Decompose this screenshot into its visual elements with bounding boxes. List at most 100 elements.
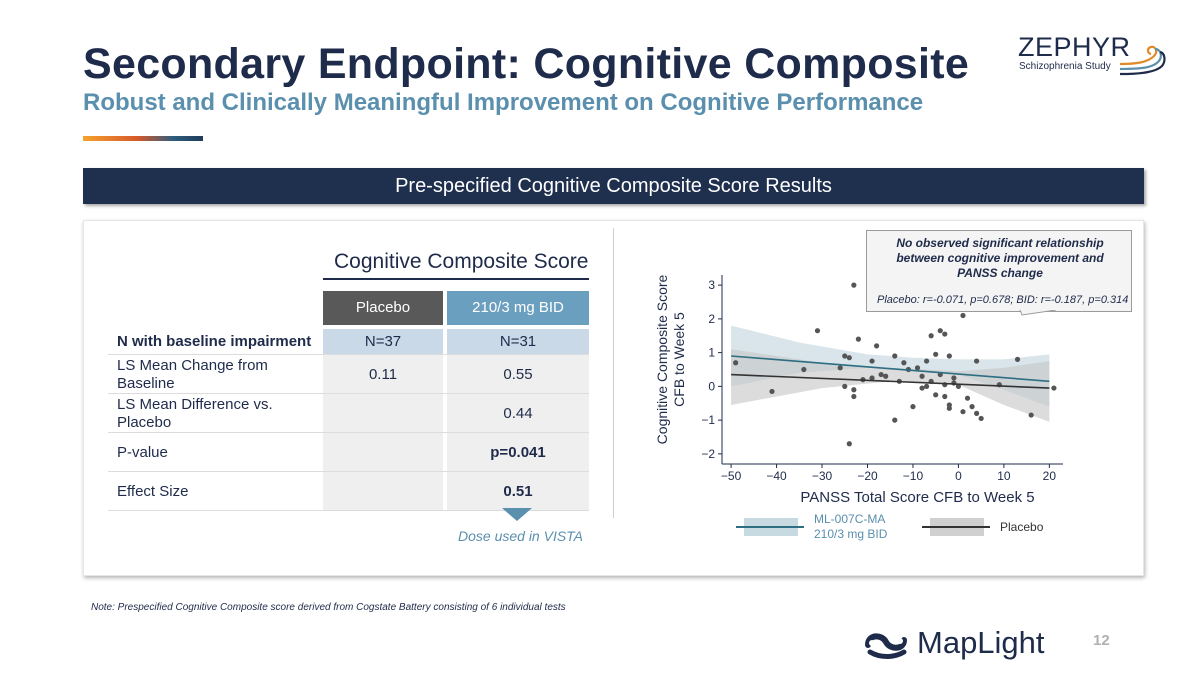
data-point [951, 375, 957, 381]
data-point [851, 387, 857, 393]
dose-pointer-arrow [502, 508, 532, 521]
fit-line [731, 355, 1050, 383]
data-point [946, 353, 952, 359]
data-point [946, 405, 952, 411]
x-tick-label: 10 [997, 469, 1011, 483]
callout-box: No observed significant relationship bet… [866, 230, 1132, 312]
y-tick-label: −2 [701, 447, 715, 461]
cell-placebo: N=37 [364, 333, 402, 350]
y-tick-label: 2 [708, 312, 715, 326]
slide-title: Secondary Endpoint: Cognitive Composite [83, 40, 970, 88]
legend-label: Placebo [1000, 520, 1044, 534]
section-banner: Pre-specified Cognitive Composite Score … [83, 168, 1144, 204]
zephyr-logo-tagline: Schizophrenia Study [1019, 61, 1111, 72]
ci-band [731, 349, 1050, 422]
row-label: P-value [117, 444, 168, 461]
x-tick-label: −10 [903, 469, 924, 483]
data-point [855, 336, 861, 342]
table-row: LS Mean Change from Baseline 0.11 0.55 [108, 355, 589, 394]
zephyr-logo: ZEPHYR Schizophrenia Study [1018, 30, 1168, 85]
callout-stats: Placebo: r=-0.071, p=0.678; BID: r=-0.18… [877, 294, 1129, 306]
legend-label: ML-007C-MA [814, 512, 885, 526]
data-point [974, 358, 980, 364]
data-point [924, 383, 930, 389]
data-point [910, 404, 916, 410]
x-tick-label: −30 [812, 469, 833, 483]
table-row: Effect Size 0.51 [108, 472, 589, 511]
maplight-mark-icon [865, 633, 907, 659]
row-label: N with baseline impairment [117, 333, 312, 350]
callout-main-text: No observed significant relationship bet… [896, 236, 1104, 280]
zephyr-logo-name: ZEPHYR [1018, 32, 1131, 62]
ci-band [731, 325, 1050, 407]
footnote: Note: Prespecified Cognitive Composite s… [91, 602, 566, 613]
data-point [851, 393, 857, 400]
data-point [869, 375, 875, 381]
callout-pointer [1019, 310, 1057, 316]
cell-dose: 0.51 [503, 483, 533, 500]
data-point [919, 385, 925, 391]
column-header-dose: 210/3 mg BID [447, 291, 589, 325]
x-axis-label: PANSS Total Score CFB to Week 5 [800, 489, 1034, 506]
data-point [769, 388, 775, 395]
data-point [873, 343, 880, 349]
page-number: 12 [1093, 632, 1110, 649]
data-point [974, 410, 980, 416]
data-point [978, 415, 984, 422]
x-tick-label: 20 [1043, 469, 1057, 483]
data-point [937, 328, 943, 334]
data-point [969, 404, 975, 410]
data-point [1014, 356, 1021, 362]
data-point [928, 333, 934, 339]
data-point [942, 331, 948, 337]
data-point [851, 282, 857, 288]
column-header-placebo: Placebo [323, 291, 443, 325]
data-point [842, 383, 848, 389]
data-point [901, 360, 907, 366]
data-point [837, 365, 843, 371]
table-row: LS Mean Difference vs. Placebo 0.44 [108, 394, 589, 433]
data-point [942, 393, 948, 400]
data-point [933, 351, 939, 357]
data-point [960, 409, 966, 415]
row-label: LS Mean Change from Baseline [117, 357, 268, 392]
y-tick-label: 1 [708, 346, 715, 360]
maplight-logo: MapLight [862, 625, 1052, 665]
x-tick-label: −20 [857, 469, 878, 483]
slide-subtitle: Robust and Clinically Meaningful Improve… [83, 89, 924, 116]
x-tick-label: −50 [721, 469, 742, 483]
data-point [914, 365, 921, 371]
maplight-wordmark: MapLight [917, 625, 1045, 660]
panel-divider [613, 228, 614, 518]
y-tick-label: 3 [708, 278, 715, 292]
data-point [801, 366, 807, 373]
data-point [964, 395, 971, 401]
y-tick-label: 0 [708, 379, 715, 393]
data-point [955, 383, 962, 389]
data-point [919, 373, 925, 379]
y-tick-label: −1 [701, 413, 715, 427]
data-point [883, 373, 889, 379]
data-point [846, 355, 852, 361]
y-axis-label-line2: CFB to Week 5 [671, 312, 687, 407]
cell-placebo: 0.11 [368, 366, 398, 383]
dose-note: Dose used in VISTA [458, 528, 584, 544]
table-title-rule [323, 278, 589, 280]
data-point [960, 312, 966, 319]
data-point [892, 353, 898, 359]
row-label: LS Mean Difference vs. Placebo [117, 396, 273, 431]
table-row: N with baseline impairment N=37 N=31 [108, 329, 589, 355]
cell-dose: N=31 [499, 333, 537, 350]
data-point [869, 358, 875, 364]
data-point [1051, 385, 1057, 391]
data-point [924, 358, 930, 364]
table-title: Cognitive Composite Score [334, 250, 589, 273]
legend-label-line2: 210/3 mg BID [814, 527, 888, 541]
data-point [933, 392, 939, 398]
table-row: P-value p=0.041 [108, 433, 589, 472]
wind-swirl-icon [1119, 45, 1166, 76]
data-point [892, 417, 898, 423]
data-point [814, 328, 821, 334]
data-point [878, 371, 884, 378]
